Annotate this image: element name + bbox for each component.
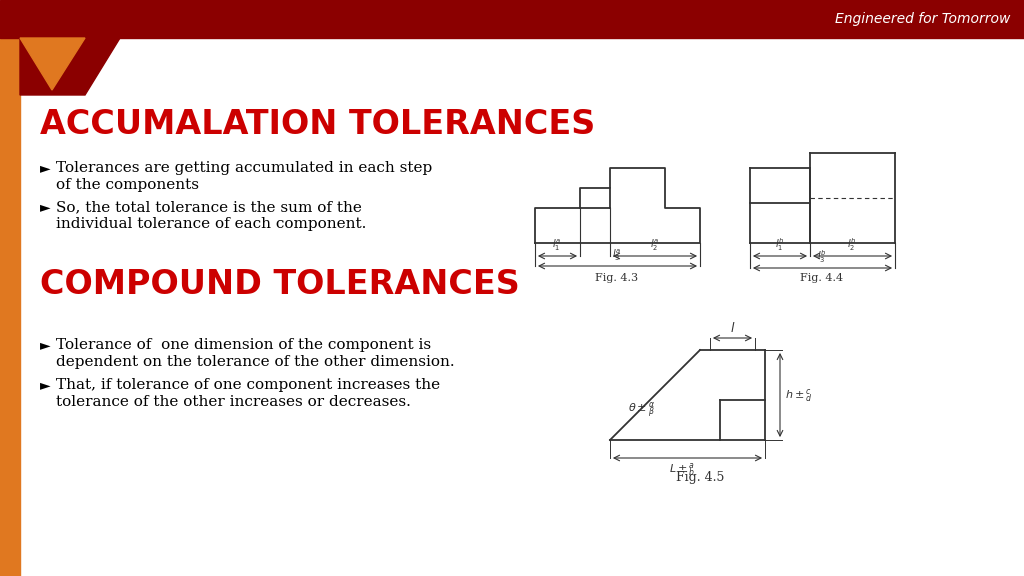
Text: of the components: of the components [56,178,199,192]
Text: $l_1^b$: $l_1^b$ [775,236,784,253]
Text: Fig. 4.5: Fig. 4.5 [676,472,724,484]
Polygon shape [20,38,85,90]
Text: $l_2^a$: $l_2^a$ [650,238,659,253]
Text: $l_1^a$: $l_1^a$ [552,238,561,253]
Text: ►: ► [40,378,50,392]
Text: COMPOUND TOLERANCES: COMPOUND TOLERANCES [40,268,520,301]
Text: Tolerance of  one dimension of the component is: Tolerance of one dimension of the compon… [56,338,431,352]
Bar [0,38,20,576]
Text: ►: ► [40,200,50,214]
Text: $L\pm^a_b$: $L\pm^a_b$ [670,461,695,478]
Text: individual tolerance of each component.: individual tolerance of each component. [56,217,367,231]
Text: $l$: $l$ [730,321,735,335]
Text: Engineered for Tomorrow: Engineered for Tomorrow [835,12,1010,26]
Text: ►: ► [40,338,50,352]
Text: tolerance of the other increases or decreases.: tolerance of the other increases or decr… [56,395,411,409]
Text: Tolerances are getting accumulated in each step: Tolerances are getting accumulated in ea… [56,161,432,175]
Text: $l_3^a$: $l_3^a$ [612,248,622,263]
Text: dependent on the tolerance of the other dimension.: dependent on the tolerance of the other … [56,355,455,369]
Bar [0,0,1024,38]
Text: $\theta\pm^{\alpha}_{\beta}$: $\theta\pm^{\alpha}_{\beta}$ [628,400,655,420]
Text: So, the total tolerance is the sum of the: So, the total tolerance is the sum of th… [56,200,361,214]
Text: That, if tolerance of one component increases the: That, if tolerance of one component incr… [56,378,440,392]
Text: Fig. 4.4: Fig. 4.4 [801,273,844,283]
Text: ►: ► [40,161,50,175]
Text: Fig. 4.3: Fig. 4.3 [595,273,639,283]
Text: $h\pm^c_d$: $h\pm^c_d$ [785,386,813,404]
Text: $l_3^b$: $l_3^b$ [817,248,826,265]
Text: $l_2^b$: $l_2^b$ [847,236,857,253]
Polygon shape [0,38,120,95]
Text: ACCUMALATION TOLERANCES: ACCUMALATION TOLERANCES [40,108,595,142]
